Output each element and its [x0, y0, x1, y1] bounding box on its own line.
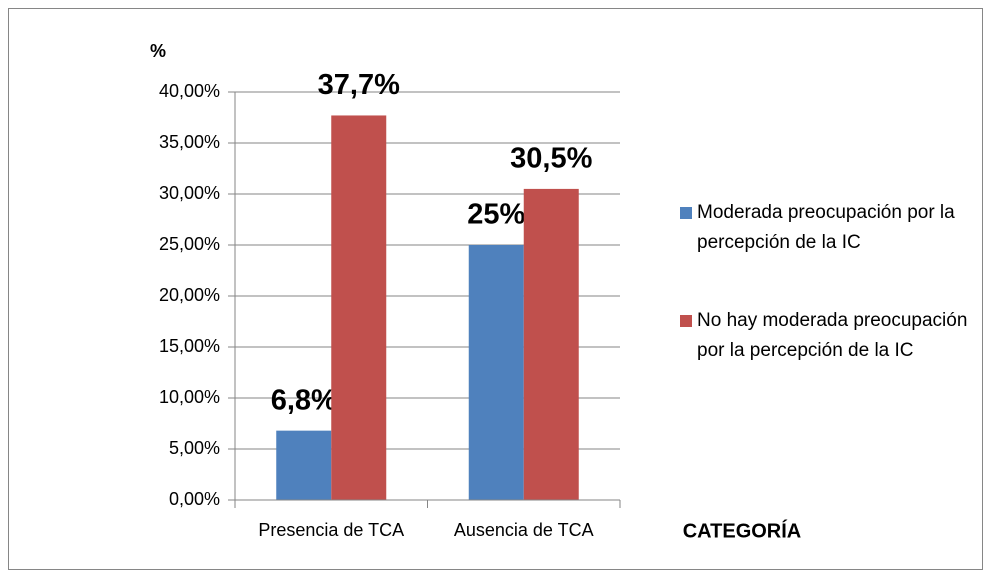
bar [276, 430, 332, 500]
y-tick-label: 15,00% [159, 336, 220, 356]
y-tick-label: 35,00% [159, 132, 220, 152]
x-axis-label: CATEGORÍA [683, 519, 802, 542]
y-tick-label: 30,00% [159, 183, 220, 203]
data-label: 30,5% [510, 143, 592, 175]
x-tick-label: Ausencia de TCA [454, 520, 594, 540]
y-tick-label: 20,00% [159, 285, 220, 305]
legend-swatch [680, 207, 692, 219]
y-tick-label: 25,00% [159, 234, 220, 254]
y-tick-label: 5,00% [169, 438, 220, 458]
bar [468, 245, 524, 500]
legend-swatch [680, 315, 692, 327]
bar [523, 188, 579, 500]
y-tick-label: 10,00% [159, 387, 220, 407]
y-tick-label: 0,00% [169, 489, 220, 509]
data-label: 6,8% [271, 384, 337, 416]
y-axis-label: % [150, 41, 166, 61]
data-label: 37,7% [318, 69, 400, 101]
data-label: 25% [467, 199, 525, 231]
legend-entry: No hay moderada preocupación por la perc… [697, 310, 968, 361]
bar [331, 115, 387, 501]
y-tick-label: 40,00% [159, 81, 220, 101]
x-tick-label: Presencia de TCA [258, 520, 404, 540]
legend-entry: Moderada preocupación por la percepción … [697, 202, 955, 253]
